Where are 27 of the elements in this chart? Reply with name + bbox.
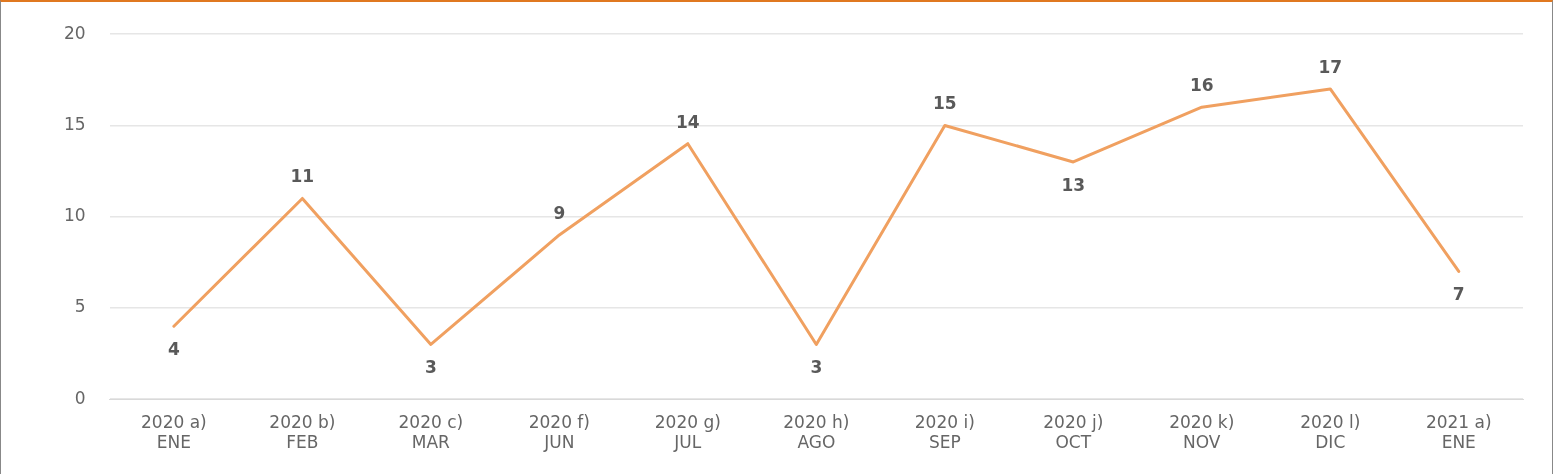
data-label: 4 [167, 339, 180, 360]
data-label: 16 [1189, 75, 1214, 96]
y-tick-label: 0 [74, 387, 86, 408]
data-label: 3 [424, 357, 437, 378]
x-tick-label: 2021 a) ENE [1425, 411, 1492, 453]
data-label: 17 [1318, 56, 1343, 77]
y-tick-label: 10 [63, 205, 86, 226]
data-label: 7 [1452, 284, 1465, 305]
data-label: 9 [553, 202, 566, 223]
y-tick-label: 5 [74, 296, 86, 317]
x-tick-label: 2020 b) FEB [269, 411, 336, 453]
data-label: 13 [1061, 174, 1086, 195]
x-tick-label: 2020 h) AGO [783, 411, 850, 453]
data-label: 14 [675, 111, 700, 132]
x-tick-label: 2020 i) SEP [914, 411, 975, 453]
x-tick-label: 2020 l) DIC [1300, 411, 1361, 453]
data-label: 3 [810, 357, 823, 378]
x-tick-label: 2020 c) MAR [398, 411, 464, 453]
x-tick-label: 2020 j) OCT [1043, 411, 1104, 453]
data-label: 11 [290, 166, 315, 187]
data-label: 15 [932, 93, 957, 114]
x-tick-label: 2020 g) JUL [654, 411, 721, 453]
x-tick-label: 2020 k) NOV [1169, 411, 1235, 453]
y-tick-label: 20 [63, 22, 86, 43]
y-tick-label: 15 [63, 113, 86, 134]
x-tick-label: 2020 a) ENE [141, 411, 207, 453]
x-tick-label: 2020 f) JUN [528, 411, 590, 453]
